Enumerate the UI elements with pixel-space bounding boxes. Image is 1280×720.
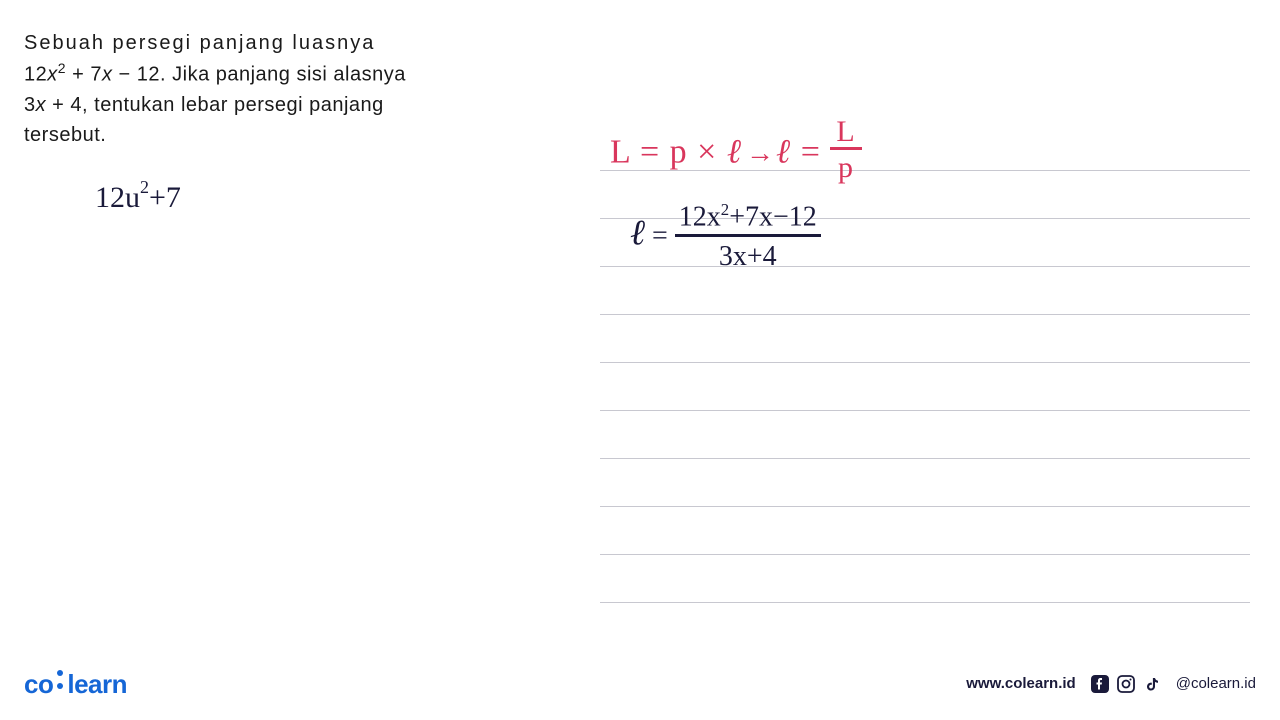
footer-right: www.colearn.id @colearn.id — [966, 674, 1256, 694]
problem-line-4: tersebut. — [24, 120, 424, 150]
website-url: www.colearn.id — [966, 675, 1075, 692]
ruled-line — [600, 506, 1250, 507]
tiktok-icon — [1142, 674, 1162, 694]
ruled-line — [600, 602, 1250, 603]
logo: co learn — [24, 667, 127, 700]
problem-line-2: 12x2 + 7x − 12. Jika panjang sisi alasny… — [24, 58, 424, 90]
facebook-icon — [1090, 674, 1110, 694]
fraction-polynomial: 12x2+7x−123x+4 — [675, 200, 821, 276]
ruled-line — [600, 458, 1250, 459]
logo-dot-icon — [55, 667, 65, 700]
handwriting-left-expression: 12u2+7 — [95, 180, 181, 215]
handwriting-right-solution: ℓ = 12x2+7x−123x+4 — [630, 200, 821, 276]
ruled-line — [600, 362, 1250, 363]
problem-line-1: Sebuah persegi panjang luasnya — [24, 28, 424, 58]
fraction-L-over-p: Lp — [830, 117, 861, 186]
ruled-line — [600, 314, 1250, 315]
social-icons — [1090, 674, 1162, 694]
ruled-line — [600, 554, 1250, 555]
problem-line-3: 3x + 4, tentukan lebar persegi panjang — [24, 90, 424, 120]
formula-red-area: L = p × ℓ → ℓ = Lp — [610, 120, 862, 189]
ruled-line — [600, 410, 1250, 411]
problem-statement: Sebuah persegi panjang luasnya 12x2 + 7x… — [24, 28, 424, 150]
footer: co learn www.colearn.id @colearn.id — [0, 667, 1280, 700]
instagram-icon — [1116, 674, 1136, 694]
social-handle: @colearn.id — [1176, 675, 1256, 692]
